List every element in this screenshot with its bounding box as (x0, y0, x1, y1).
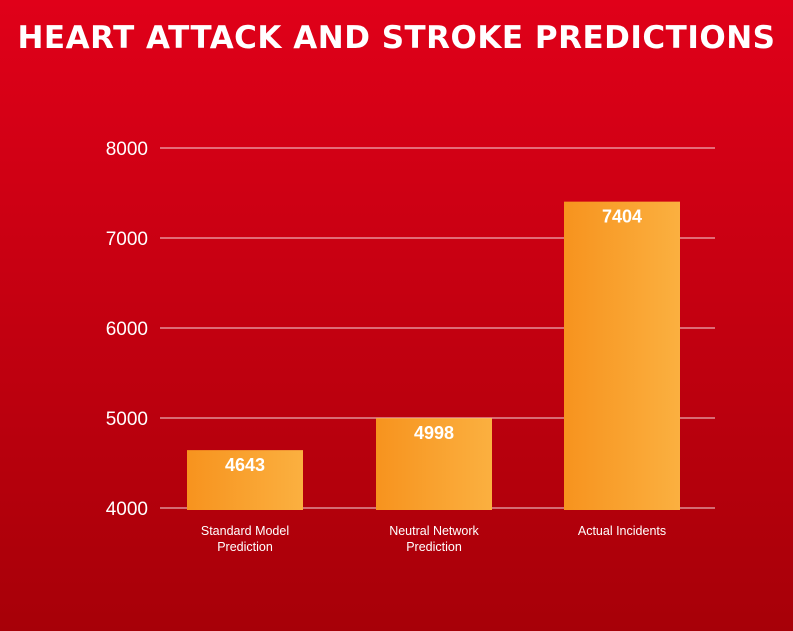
category-label-line: Neutral Network (389, 524, 479, 538)
bar-3 (564, 201, 680, 510)
category-label-1: Standard Model Prediction (201, 524, 289, 554)
category-labels: Standard Model Prediction Neutral Network P… (201, 524, 666, 554)
y-tick-label-7000: 7000 (106, 229, 148, 250)
bar-value-label-1: 4643 (225, 455, 265, 475)
category-label-3: Actual Incidents (578, 524, 666, 538)
bar-value-label-3: 7404 (602, 207, 642, 227)
y-tick-label-6000: 6000 (106, 319, 148, 340)
category-label-line: Actual Incidents (578, 524, 666, 538)
bars (187, 201, 680, 510)
category-label-line: Standard Model (201, 524, 289, 538)
y-tick-label-4000: 4000 (106, 499, 148, 520)
y-tick-label-8000: 8000 (106, 139, 148, 160)
bar-value-label-2: 4998 (414, 423, 454, 443)
category-label-line: Prediction (217, 540, 273, 554)
chart-title: HEART ATTACK AND STROKE PREDICTIONS (17, 20, 776, 56)
category-label-2: Neutral Network Prediction (389, 524, 479, 554)
category-label-line: Prediction (406, 540, 462, 554)
bar-2 (376, 418, 492, 510)
bar-1 (187, 450, 303, 510)
bar-value-labels: 4643 4998 7404 (225, 207, 642, 475)
y-axis-ticks: 4000 5000 6000 7000 8000 (106, 139, 148, 520)
y-tick-label-5000: 5000 (106, 409, 148, 430)
